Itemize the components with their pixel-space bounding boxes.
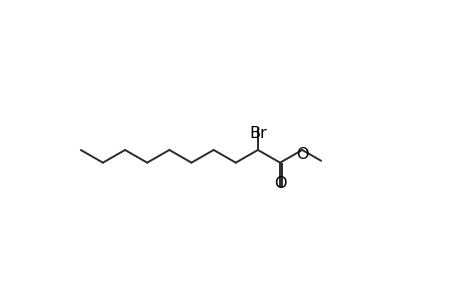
- Text: O: O: [295, 147, 308, 162]
- Text: O: O: [274, 176, 286, 191]
- Text: Br: Br: [248, 126, 266, 141]
